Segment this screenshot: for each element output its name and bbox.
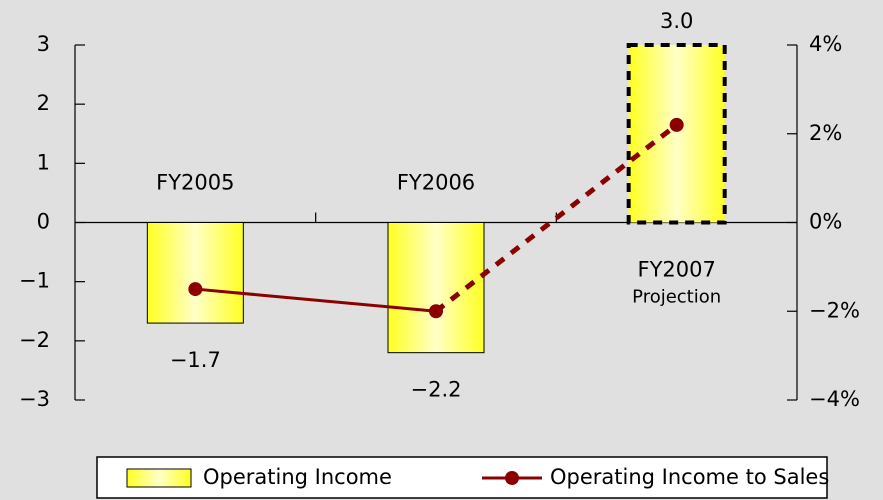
y-tick-label: 0: [37, 210, 50, 234]
bar: [146, 222, 244, 324]
line-segment: [195, 287, 437, 313]
y2-tick-label: −2%: [809, 298, 860, 322]
y2-tick-label: 4%: [809, 32, 842, 56]
y-tick-label: −1: [19, 269, 50, 293]
y-tick-label: 1: [37, 150, 50, 174]
y2-tick-label: 2%: [809, 121, 842, 145]
y-tick-label: −2: [19, 328, 50, 352]
legend-label: Operating Income to Sales: [550, 465, 829, 489]
y-tick-label: 2: [37, 91, 50, 115]
legend-marker: [505, 471, 519, 485]
annotation: Projection: [632, 287, 721, 308]
y2-tick-label: −4%: [809, 387, 860, 411]
y-tick-label: 3: [37, 32, 50, 56]
line-segment: [434, 122, 679, 314]
line-marker: [429, 304, 443, 319]
y-tick-label: −3: [19, 387, 50, 411]
value-label: −1.7: [170, 348, 221, 372]
value-label: −2.2: [411, 378, 462, 402]
line-marker: [188, 282, 203, 297]
y2-tick-label: 0%: [809, 210, 842, 234]
category-label: FY2005: [156, 171, 234, 195]
legend-label: Operating Income: [203, 465, 392, 489]
category-label: FY2007: [637, 258, 715, 282]
value-label: 3.0: [660, 9, 693, 33]
legend-box: [96, 456, 828, 499]
bar: [626, 43, 727, 225]
legend-swatch: [126, 468, 192, 488]
line-marker: [669, 117, 684, 132]
category-label: FY2006: [397, 171, 475, 195]
